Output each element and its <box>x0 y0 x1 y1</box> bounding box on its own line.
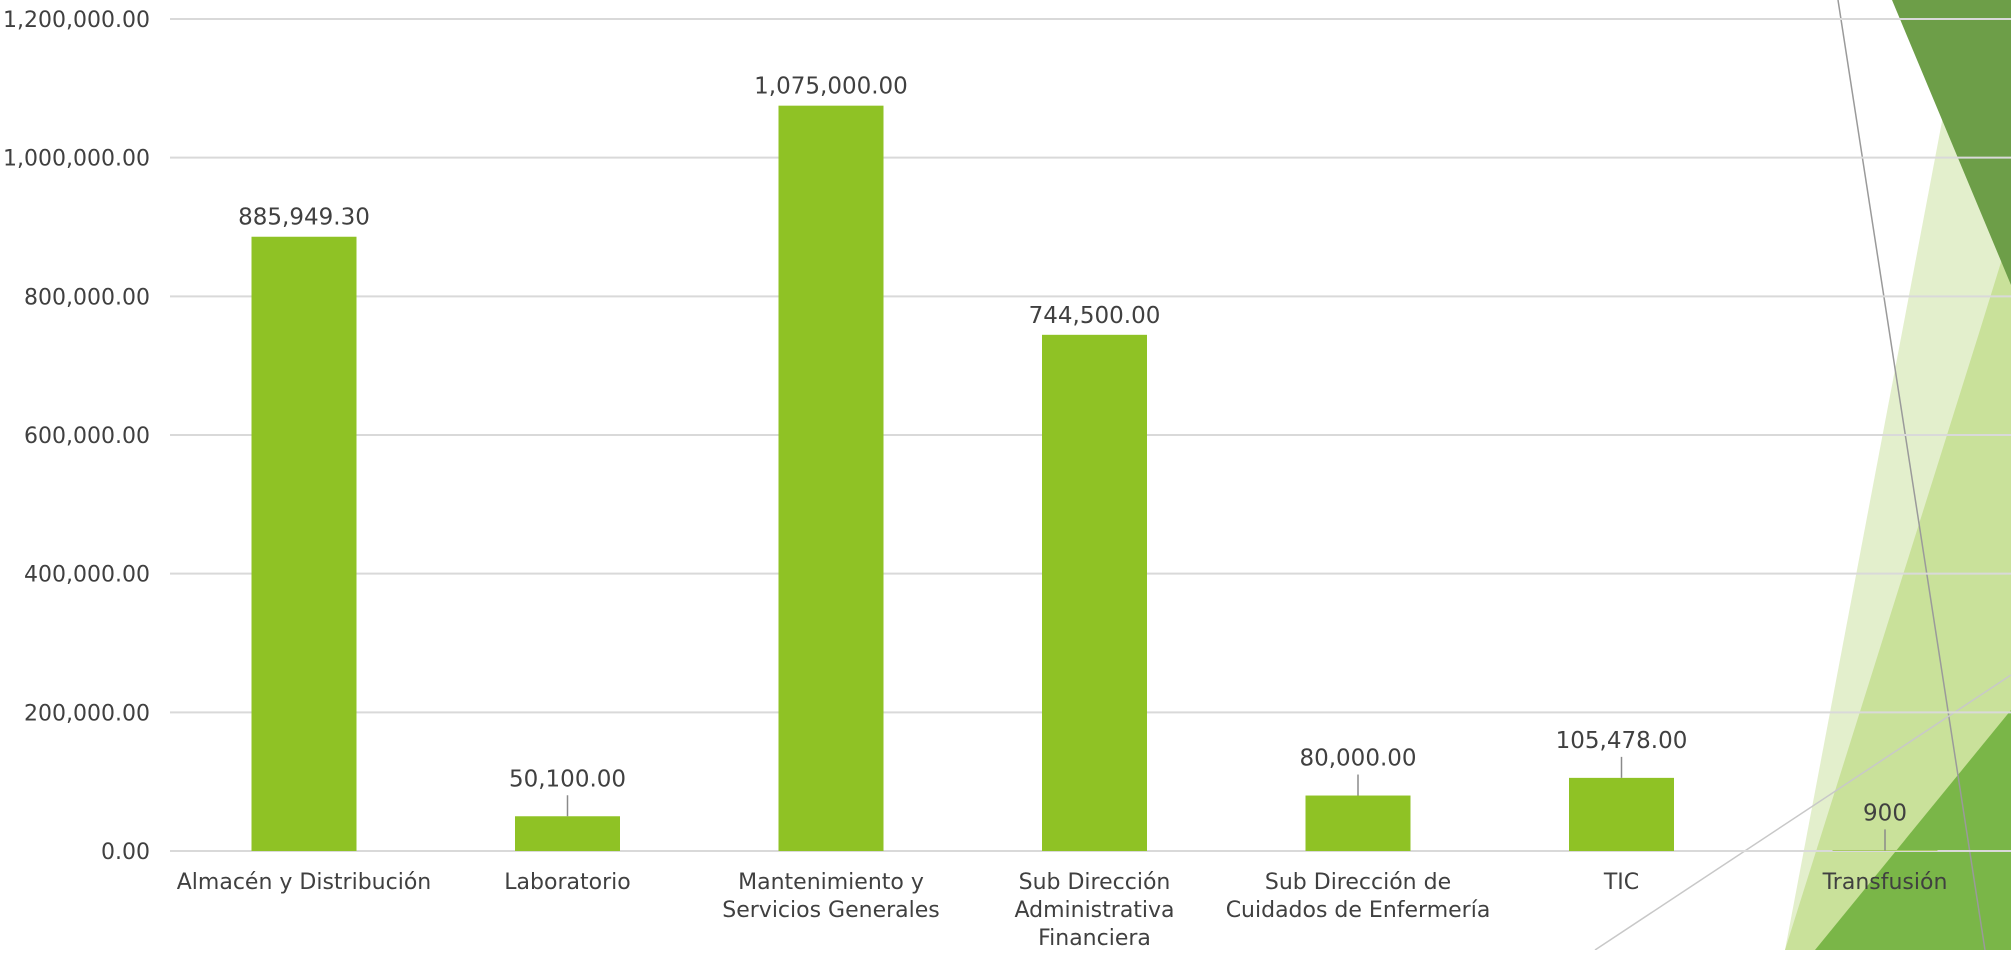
bar <box>251 236 357 851</box>
data-label: 900 <box>1863 800 1907 826</box>
data-label: 80,000.00 <box>1299 746 1416 772</box>
bar <box>1042 334 1147 851</box>
data-label: 50,100.00 <box>509 766 626 792</box>
y-tick-label: 1,200,000.00 <box>3 8 150 33</box>
y-tick-label: 200,000.00 <box>24 701 150 726</box>
data-labels: 885,949.30 50,100.00 1,075,000.00 744,500.0… <box>238 74 1907 851</box>
x-axis-category-labels: Almacén y Distribución Laboratorio Manteni… <box>177 870 1948 951</box>
y-tick-label: 600,000.00 <box>24 424 150 449</box>
x-category-label: Sub Dirección <box>1019 870 1171 895</box>
y-axis-tick-labels: 0.00 200,000.00 400,000.00 600,000.00 800,00… <box>3 8 150 865</box>
x-category-label: Transfusión <box>1822 870 1948 895</box>
decor-light-triangle <box>1785 230 2011 950</box>
bar <box>778 105 884 851</box>
decor-thin-line <box>1594 674 2011 951</box>
decor-mid-triangle <box>1815 710 2011 950</box>
x-category-label: Sub Dirección de <box>1265 870 1451 895</box>
y-tick-label: 800,000.00 <box>24 285 150 310</box>
x-category-label: Almacén y Distribución <box>177 870 431 895</box>
x-category-label: Laboratorio <box>504 870 630 895</box>
data-label: 744,500.00 <box>1029 303 1161 329</box>
bars <box>251 105 1938 851</box>
bar <box>1305 795 1411 851</box>
data-label: 885,949.30 <box>238 205 370 231</box>
y-tick-label: 400,000.00 <box>24 563 150 588</box>
x-category-label: TIC <box>1603 870 1639 895</box>
x-category-label: Administrativa <box>1014 898 1174 923</box>
x-category-label: Financiera <box>1038 926 1151 950</box>
x-category-label: Servicios Generales <box>722 898 940 923</box>
x-category-label: Cuidados de Enfermería <box>1226 898 1491 923</box>
data-label: 105,478.00 <box>1556 728 1688 754</box>
y-tick-label: 0.00 <box>101 840 150 865</box>
data-label: 1,075,000.00 <box>754 74 908 100</box>
decor-dark-triangle <box>1892 0 2011 285</box>
x-category-label: Mantenimiento y <box>738 870 924 895</box>
y-tick-label: 1,000,000.00 <box>3 147 150 172</box>
bar <box>515 816 620 851</box>
bar <box>1832 850 1938 851</box>
bar <box>1569 777 1674 851</box>
